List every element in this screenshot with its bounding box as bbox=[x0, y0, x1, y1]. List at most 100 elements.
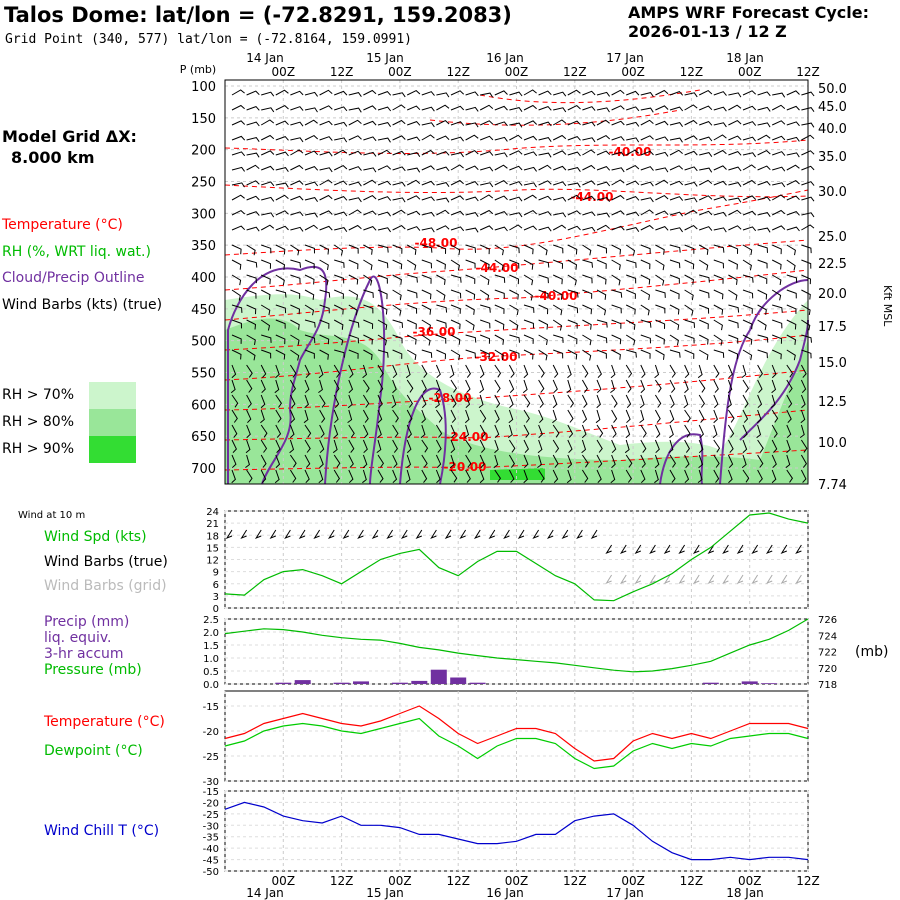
wind-barb bbox=[319, 394, 326, 408]
wind-barb bbox=[363, 349, 373, 360]
day-label-top: 18 Jan bbox=[726, 51, 764, 65]
precip-bar bbox=[294, 680, 311, 684]
wind-barb bbox=[348, 274, 359, 285]
wind-barb bbox=[421, 211, 435, 217]
wind-barb bbox=[231, 289, 241, 301]
wind-barb bbox=[333, 165, 348, 171]
wind-barb bbox=[450, 424, 456, 439]
wind-barb bbox=[728, 120, 742, 126]
wind-barb bbox=[465, 319, 475, 331]
wind-barb bbox=[742, 439, 748, 454]
wind-barb bbox=[508, 409, 514, 424]
wind-barb bbox=[625, 469, 633, 483]
wind-chill-panel: -50-45-40-35-30-25-20-15 bbox=[203, 787, 809, 878]
wind-barb bbox=[699, 136, 713, 142]
wind-barb bbox=[626, 196, 640, 201]
precip-bar bbox=[450, 677, 467, 684]
wind-barb bbox=[363, 304, 374, 314]
wind-barb bbox=[669, 91, 684, 96]
wind-barb bbox=[348, 364, 354, 379]
wind-barb bbox=[494, 180, 508, 186]
wind-barb bbox=[231, 244, 242, 255]
legend-rh80-label: RH > 80% bbox=[2, 414, 75, 430]
wind-barb bbox=[508, 454, 516, 468]
wind-speed-line bbox=[224, 512, 809, 602]
wind-barb bbox=[304, 119, 318, 126]
hour-label-bottom: 00Z bbox=[388, 874, 412, 888]
cross-section-panel: 100 150 200 250 300 350 400 450 500 550 600 650 700 P… bbox=[180, 63, 894, 493]
pressure-tick-label: 720 bbox=[818, 664, 837, 675]
temperature-contour bbox=[224, 189, 809, 256]
wind-barb-true bbox=[371, 529, 379, 540]
wind-barb bbox=[304, 319, 316, 328]
wind-barb bbox=[275, 194, 289, 201]
wind-barb bbox=[377, 91, 392, 96]
wind-barb bbox=[728, 92, 742, 98]
wind-barb bbox=[274, 469, 280, 484]
wind-barb bbox=[698, 195, 713, 201]
wind-barb bbox=[405, 364, 411, 379]
wind-barb bbox=[479, 379, 485, 394]
wind-barb bbox=[771, 194, 786, 201]
y-tick-label: -20 bbox=[203, 727, 219, 738]
wind-barb bbox=[363, 289, 374, 298]
pressure-tick-label: 650 bbox=[191, 430, 216, 445]
wind-barb bbox=[246, 259, 258, 268]
precip-bar bbox=[702, 682, 719, 684]
wind-barb bbox=[801, 259, 812, 269]
wind-barb bbox=[596, 197, 611, 202]
wind-barb bbox=[494, 439, 499, 454]
wind-barb bbox=[669, 227, 684, 233]
wind-barb bbox=[771, 104, 786, 111]
wind-barb bbox=[669, 244, 681, 253]
wind-barb bbox=[319, 454, 324, 469]
wind-barb bbox=[231, 454, 237, 469]
wind-barb bbox=[509, 181, 523, 186]
wind-barb bbox=[771, 209, 786, 216]
wind-barb bbox=[772, 151, 786, 156]
wind-barb bbox=[407, 304, 418, 314]
wind-barb bbox=[377, 122, 392, 127]
wind-barb bbox=[801, 274, 812, 285]
wind-barb bbox=[610, 379, 615, 393]
wind-barb bbox=[290, 289, 301, 299]
wind-barb bbox=[684, 150, 698, 156]
wind-barb bbox=[523, 259, 534, 270]
wind-barb bbox=[231, 259, 242, 270]
wind-barb bbox=[435, 454, 442, 469]
wind-barb bbox=[523, 166, 538, 172]
wind-barb bbox=[713, 469, 720, 483]
wind-barb bbox=[334, 180, 348, 186]
wind-barb bbox=[698, 439, 704, 454]
wind-barb bbox=[654, 364, 660, 379]
wind-barb bbox=[757, 454, 764, 468]
wind-barb bbox=[392, 454, 398, 469]
wind-barb bbox=[494, 211, 508, 216]
temperature-contour bbox=[224, 139, 809, 154]
wind-barb bbox=[436, 334, 447, 344]
hour-label-bottom: 12Z bbox=[680, 874, 704, 888]
wind-barb bbox=[508, 394, 514, 409]
wind-barb bbox=[465, 244, 476, 253]
wind-barb bbox=[363, 274, 373, 286]
wind-barb bbox=[465, 439, 472, 453]
wind-barb bbox=[246, 379, 253, 393]
wind-barb bbox=[260, 364, 267, 378]
wind-barb bbox=[596, 319, 608, 328]
wind-barb bbox=[304, 364, 310, 379]
pressure-tick-label: 550 bbox=[191, 367, 216, 382]
wind-barb bbox=[537, 439, 543, 454]
wind-barb bbox=[596, 107, 610, 113]
wind-barb bbox=[407, 152, 421, 157]
wind-barb bbox=[582, 164, 596, 171]
wind-barb bbox=[436, 289, 446, 301]
wind-barb-true bbox=[254, 529, 262, 540]
wind-barb bbox=[319, 151, 333, 157]
wind-barb bbox=[698, 409, 705, 423]
wind-barb bbox=[363, 334, 373, 345]
wind-barb bbox=[377, 274, 388, 284]
wind-barb bbox=[655, 136, 669, 142]
wind-barb bbox=[319, 89, 333, 96]
wind-barb bbox=[348, 135, 362, 141]
wind-barb bbox=[392, 135, 406, 141]
